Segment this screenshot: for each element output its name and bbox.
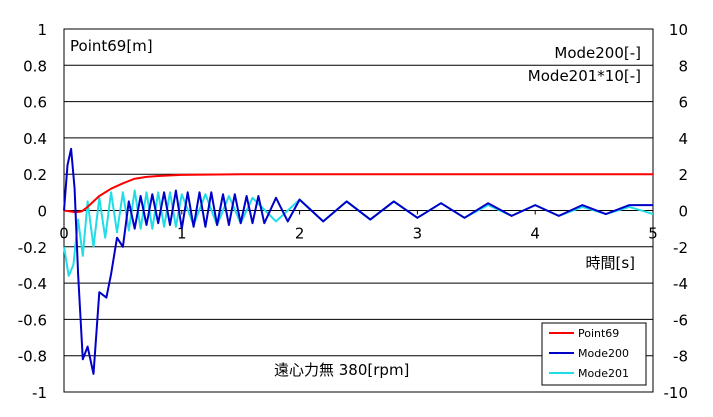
- y-tick-label-left: -0.8: [18, 348, 47, 366]
- y-tick-label-right: 2: [678, 166, 688, 184]
- y-tick-label-right: -4: [673, 275, 688, 293]
- x-tick-label: 2: [295, 225, 305, 243]
- x-axis-label: 時間[s]: [585, 254, 635, 272]
- series-lines: [63, 147, 654, 375]
- series-line-mode200: [63, 147, 653, 375]
- y-tick-label-left: -0.4: [18, 275, 47, 293]
- y-tick-label-right: 6: [678, 94, 688, 112]
- left-axis-label: Point69[m]: [70, 37, 153, 55]
- x-tick-label: 0: [59, 225, 69, 243]
- y-tick-label-left: 0.2: [23, 166, 47, 184]
- y-tick-label-right: -8: [673, 348, 688, 366]
- y-tick-label-right: 4: [678, 130, 688, 148]
- series-line-point69: [63, 173, 653, 214]
- y-tick-label-right: -10: [664, 384, 689, 402]
- y-axis-left: 1 0.8 0.6 0.4 0.2 0 -0.2 -0.4 -0.6 -0.8 -1: [18, 21, 47, 402]
- x-tick-label: 4: [530, 225, 540, 243]
- y-tick-label-right: 0: [678, 203, 688, 221]
- y-tick-label-right: -6: [673, 311, 688, 329]
- y-tick-label-right: 8: [678, 57, 688, 75]
- legend-label-point69: Point69: [578, 327, 619, 340]
- y-tick-label-left: -1: [32, 384, 47, 402]
- y-tick-label-right: -2: [673, 239, 688, 257]
- y-axis-right: 10 8 6 4 2 0 -2 -4 -6 -8 -10: [664, 21, 689, 402]
- legend-label-mode201: Mode201: [578, 367, 629, 380]
- x-tick-label: 3: [413, 225, 423, 243]
- y-tick-label-left: 0: [37, 203, 47, 221]
- x-tick-label: 5: [648, 225, 658, 243]
- right-axis-label-2: Mode201*10[-]: [528, 67, 641, 85]
- y-tick-label-left: 1: [37, 21, 47, 39]
- y-tick-label-left: -0.2: [18, 239, 47, 257]
- y-tick-label-left: -0.6: [18, 311, 47, 329]
- y-tick-label-left: 0.4: [23, 130, 47, 148]
- y-tick-label-left: 0.8: [23, 57, 47, 75]
- x-tick-label: 1: [177, 225, 187, 243]
- y-tick-label-right: 10: [669, 21, 688, 39]
- chart-caption: 遠心力無 380[rpm]: [274, 361, 409, 379]
- y-tick-label-left: 0.6: [23, 94, 47, 112]
- legend: Point69 Mode200 Mode201: [541, 322, 647, 386]
- legend-label-mode200: Mode200: [578, 347, 629, 360]
- right-axis-label-1: Mode200[-]: [554, 44, 641, 62]
